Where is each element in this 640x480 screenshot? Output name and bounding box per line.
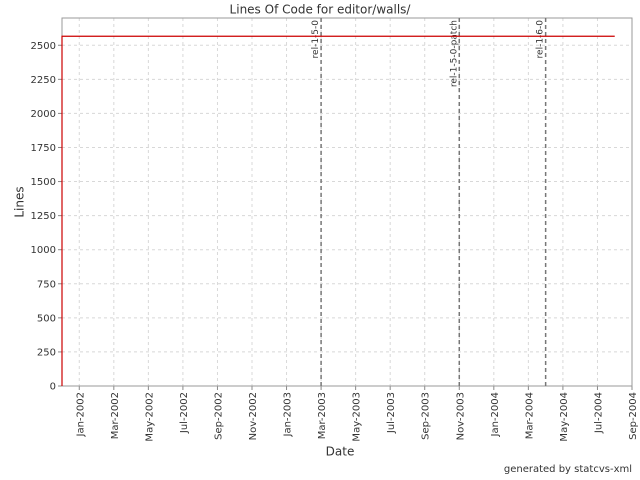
x-axis-label: Date	[326, 445, 355, 459]
marker-label: rel-1-5-0	[311, 20, 321, 59]
x-tick-label: Sep-2003	[421, 392, 432, 440]
x-tick-label: Mar-2002	[110, 392, 121, 439]
y-tick-label: 250	[37, 347, 56, 358]
x-tick-label: Jan-2004	[490, 392, 501, 437]
x-tick-label: May-2004	[559, 392, 570, 442]
y-tick-label: 2250	[31, 75, 56, 86]
x-tick-label: Nov-2002	[248, 392, 259, 440]
x-tick-label: Jul-2004	[593, 392, 604, 434]
x-tick-label: Mar-2004	[524, 392, 535, 439]
x-tick-label: May-2002	[144, 392, 155, 442]
x-tick-label: Jul-2003	[386, 392, 397, 434]
y-tick-label: 2000	[31, 109, 56, 120]
marker-label: rel-1-5-0-patch	[449, 20, 459, 87]
y-tick-label: 500	[37, 313, 56, 324]
x-tick-label: Sep-2002	[213, 392, 224, 440]
x-tick-label: Jul-2002	[179, 392, 190, 434]
y-tick-label: 1000	[31, 245, 56, 256]
y-tick-label: 750	[37, 279, 56, 290]
x-tick-label: Nov-2003	[455, 392, 466, 440]
line	[61, 35, 615, 386]
x-tick-label: Jan-2002	[75, 392, 86, 437]
x-tick-label: Mar-2003	[317, 392, 328, 439]
y-tick-label: 1750	[31, 143, 56, 154]
y-tick-label: 0	[50, 382, 56, 393]
y-tick-label: 1250	[31, 211, 56, 222]
y-tick-label: 1500	[31, 177, 56, 188]
marker-label: rel-1-6-0	[536, 20, 546, 59]
chart-title: Lines Of Code for editor/walls/	[230, 3, 412, 17]
y-tick-label: 2500	[31, 41, 56, 52]
x-tick-label: Sep-2004	[628, 392, 639, 440]
x-tick-label: May-2003	[352, 392, 363, 442]
y-axis-label: Lines	[13, 186, 27, 217]
x-tick-label: Jan-2003	[283, 392, 294, 437]
footer: generated by statcvs-xml	[504, 464, 632, 475]
